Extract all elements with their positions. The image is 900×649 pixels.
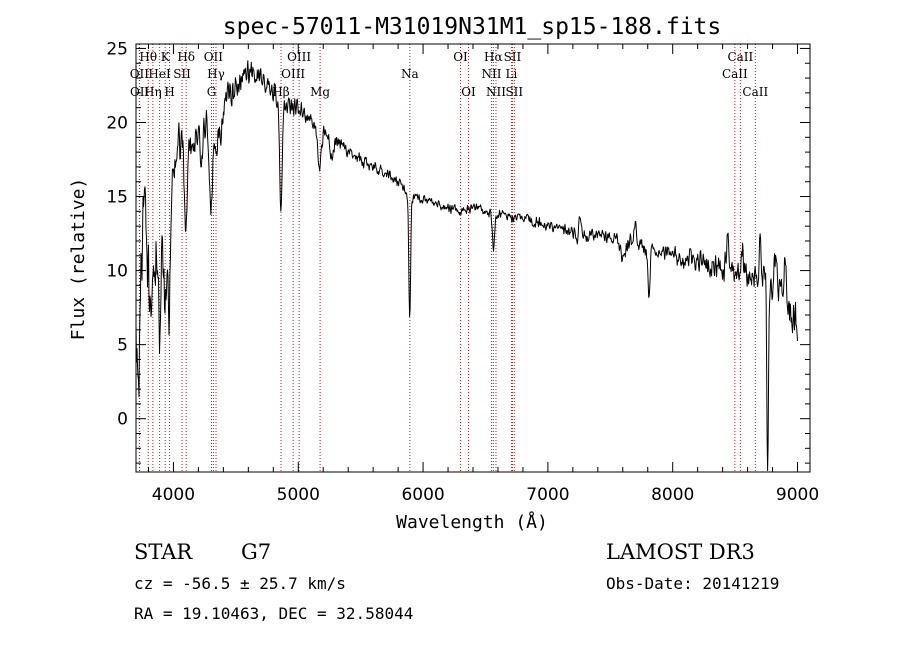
x-tick-label: 5000 [277, 485, 320, 505]
line-label: Hθ [139, 50, 157, 64]
y-tick-label: 0 [117, 410, 128, 430]
redshift-velocity: cz = -56.5 ± 25.7 km/s [134, 574, 346, 593]
line-label: G [207, 85, 217, 99]
y-tick-label: 10 [106, 262, 128, 282]
line-label: CaII [727, 50, 753, 64]
line-label: Hη [144, 85, 162, 99]
spectrum-series-line [135, 60, 798, 471]
line-label: SII [504, 50, 522, 64]
coordinates: RA = 19.10463, DEC = 32.58044 [134, 604, 413, 623]
observation-date: Obs-Date: 20141219 [606, 574, 779, 593]
line-label: Hγ [207, 67, 225, 81]
line-label: Li [506, 67, 518, 81]
line-label: OIII [287, 50, 311, 64]
x-tick-label: 4000 [152, 485, 195, 505]
line-label: Mg [310, 85, 330, 99]
line-label: OII [130, 67, 150, 81]
line-label: Hβ [272, 85, 289, 99]
y-tick-label: 25 [106, 39, 128, 59]
line-label: OII [130, 85, 150, 99]
line-label: HeI [148, 67, 171, 81]
object-class: STAR [134, 540, 193, 564]
x-tick-label: 7000 [526, 485, 569, 505]
line-label: NII [486, 85, 506, 99]
x-axis-ticks: 4000 5000 6000 7000 8000 9000 [147, 44, 819, 505]
y-tick-label: 5 [117, 336, 128, 356]
line-label: K [161, 50, 171, 64]
line-label: NII [481, 67, 501, 81]
line-label: Hα [484, 50, 503, 64]
line-label: OI [453, 50, 468, 64]
line-label: Hδ [177, 50, 195, 64]
x-tick-label: 6000 [401, 485, 444, 505]
line-label: CaII [722, 67, 748, 81]
line-label: OI [461, 85, 476, 99]
survey-name: LAMOST DR3 [606, 540, 755, 564]
chart-title: spec-57011-M31019N31M1_sp15-188.fits [223, 14, 722, 40]
x-tick-label: 8000 [651, 485, 694, 505]
line-label: SII [505, 85, 523, 99]
line-label: CaII [742, 85, 768, 99]
line-label: Na [401, 67, 419, 81]
y-tick-label: 15 [106, 188, 128, 208]
line-label: OII [204, 50, 224, 64]
x-axis-label: Wavelength (Å) [396, 511, 548, 533]
line-label: OIII [281, 67, 305, 81]
line-label: SII [173, 67, 191, 81]
line-label: H [164, 85, 174, 99]
y-tick-label: 20 [106, 113, 128, 133]
object-subclass: G7 [241, 540, 271, 564]
y-axis-ticks: 0 5 10 15 20 25 [106, 39, 810, 464]
x-tick-label: 9000 [776, 485, 819, 505]
y-axis-label: Flux (relative) [68, 178, 89, 341]
